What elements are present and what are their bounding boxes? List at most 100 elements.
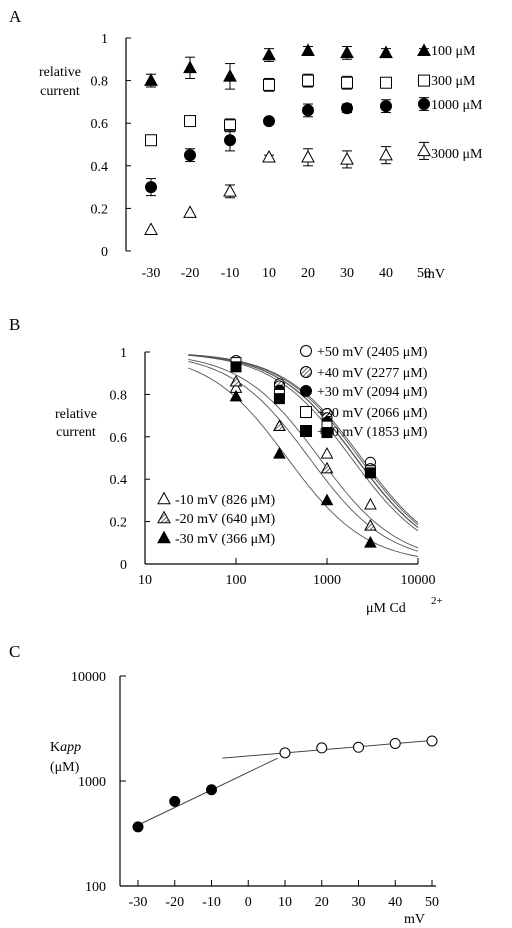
y-tick-label: 0.4 [110,473,128,488]
x-label-superscript: 2+ [431,595,443,607]
x-tick-label: -30 [129,895,148,910]
data-point [364,467,376,479]
x-unit-a: mV [424,267,445,282]
data-point [263,115,275,128]
data-point [418,98,430,111]
y-label-c: Kapp (μM) [50,740,81,775]
y-tick-label: 100 [85,880,106,895]
y-label-app: app [60,740,81,755]
y-tick-label: 0.8 [110,388,128,403]
legend-entry: +50 mV (2405 μM) [317,345,428,360]
data-point [380,100,392,113]
y-tick-label: 0.2 [110,516,128,531]
data-point [224,134,236,147]
data-point [262,47,276,61]
y-label-k: Kapp [50,740,81,755]
x-tick-label: -20 [165,895,184,910]
data-point [184,149,196,162]
data-point [320,461,334,474]
legend-entry: +10 mV (1853 μM) [317,425,428,440]
data-point [389,737,401,749]
x-tick-label: -10 [221,266,240,281]
data-point [262,149,276,163]
y-tick-label: 10000 [71,670,106,685]
fit-curve [188,354,419,529]
data-point [364,536,377,548]
data-point [169,795,181,807]
x-tick-label: 100 [226,573,247,588]
x-tick-label: 0 [245,895,252,910]
data-point [206,784,217,796]
legend-entry: -10 mV (826 μM) [175,493,276,508]
data-point [229,374,243,387]
data-point [223,68,237,82]
y-tick-label: 0 [120,558,127,573]
x-ticks-c: -30 -20 -10 0 10 20 30 40 50 [129,880,439,910]
panel-c: C 10000 1000 100 -30 -20 -10 0 10 20 30 40 50 Kapp… [9,642,439,927]
y-tick-label: 0.4 [91,160,109,175]
y-ticks-c: 10000 1000 100 [71,670,126,895]
x-ticks-b: 10 100 1000 10000 [138,558,436,588]
data-point [321,427,333,439]
x-tick-label: 40 [388,895,402,910]
data-point [379,147,393,161]
legend-marker [300,345,312,357]
x-tick-label: 10 [278,895,292,910]
y-label-line: relative [55,407,97,422]
data-point [379,45,393,59]
x-tick-label: 20 [315,895,329,910]
data-point [417,43,431,57]
legend-entry: -30 mV (366 μM) [175,532,276,547]
legend-marker [157,510,171,524]
x-tick-label: -20 [181,266,200,281]
x-tick-label: 50 [425,895,439,910]
legend-entry: +20 mV (2066 μM) [317,406,428,421]
panel-label-a: A [9,7,22,26]
data-point [183,205,197,218]
data-point [340,45,354,59]
data-point [320,493,334,506]
data-point [301,149,315,163]
data-point [273,446,286,459]
data-point [302,104,314,117]
data-point [316,742,328,754]
panel-a: A 0 0.2 0.4 0.6 0.8 1 -30 -20 -10 10 20 30 40 50 rel… [9,7,483,282]
data-point [223,183,237,197]
y-label-b: relative current [55,407,97,440]
x-tick-label: 40 [379,266,393,281]
data-point [340,152,354,165]
data-point [301,43,315,57]
data-point [184,115,196,128]
markers-c [132,735,438,833]
legend-entry: 300 μM [431,74,476,89]
legend-entry: -20 mV (640 μM) [175,512,276,527]
y-label-unit: (μM) [50,760,80,775]
y-tick-label: 0.2 [91,202,109,217]
legend-marker [300,366,312,378]
x-tick-label: 10 [262,266,276,281]
data-point [273,419,286,432]
data-point [426,735,438,747]
legend-entry: 1000 μM [431,98,483,113]
legend-marker [300,385,312,397]
data-point [353,741,364,753]
data-point [341,76,353,89]
data-point [230,361,242,373]
markers-a [144,43,431,235]
y-tick-label: 0.6 [91,117,109,132]
data-point [341,102,353,115]
y-tick-label: 0.8 [91,75,109,90]
x-tick-label: 30 [352,895,366,910]
y-ticks-a: 0 0.2 0.4 0.6 0.8 1 [91,32,131,260]
y-label-line: current [40,84,80,99]
x-tick-label: 30 [340,266,354,281]
legend-entry: 3000 μM [431,147,483,162]
y-label-line: relative [39,65,81,80]
x-tick-label: 10 [138,573,152,588]
y-label-line: current [56,425,96,440]
fit-curve [188,354,419,532]
data-point [279,747,291,759]
data-point [145,181,157,194]
legend-marker [300,406,312,418]
